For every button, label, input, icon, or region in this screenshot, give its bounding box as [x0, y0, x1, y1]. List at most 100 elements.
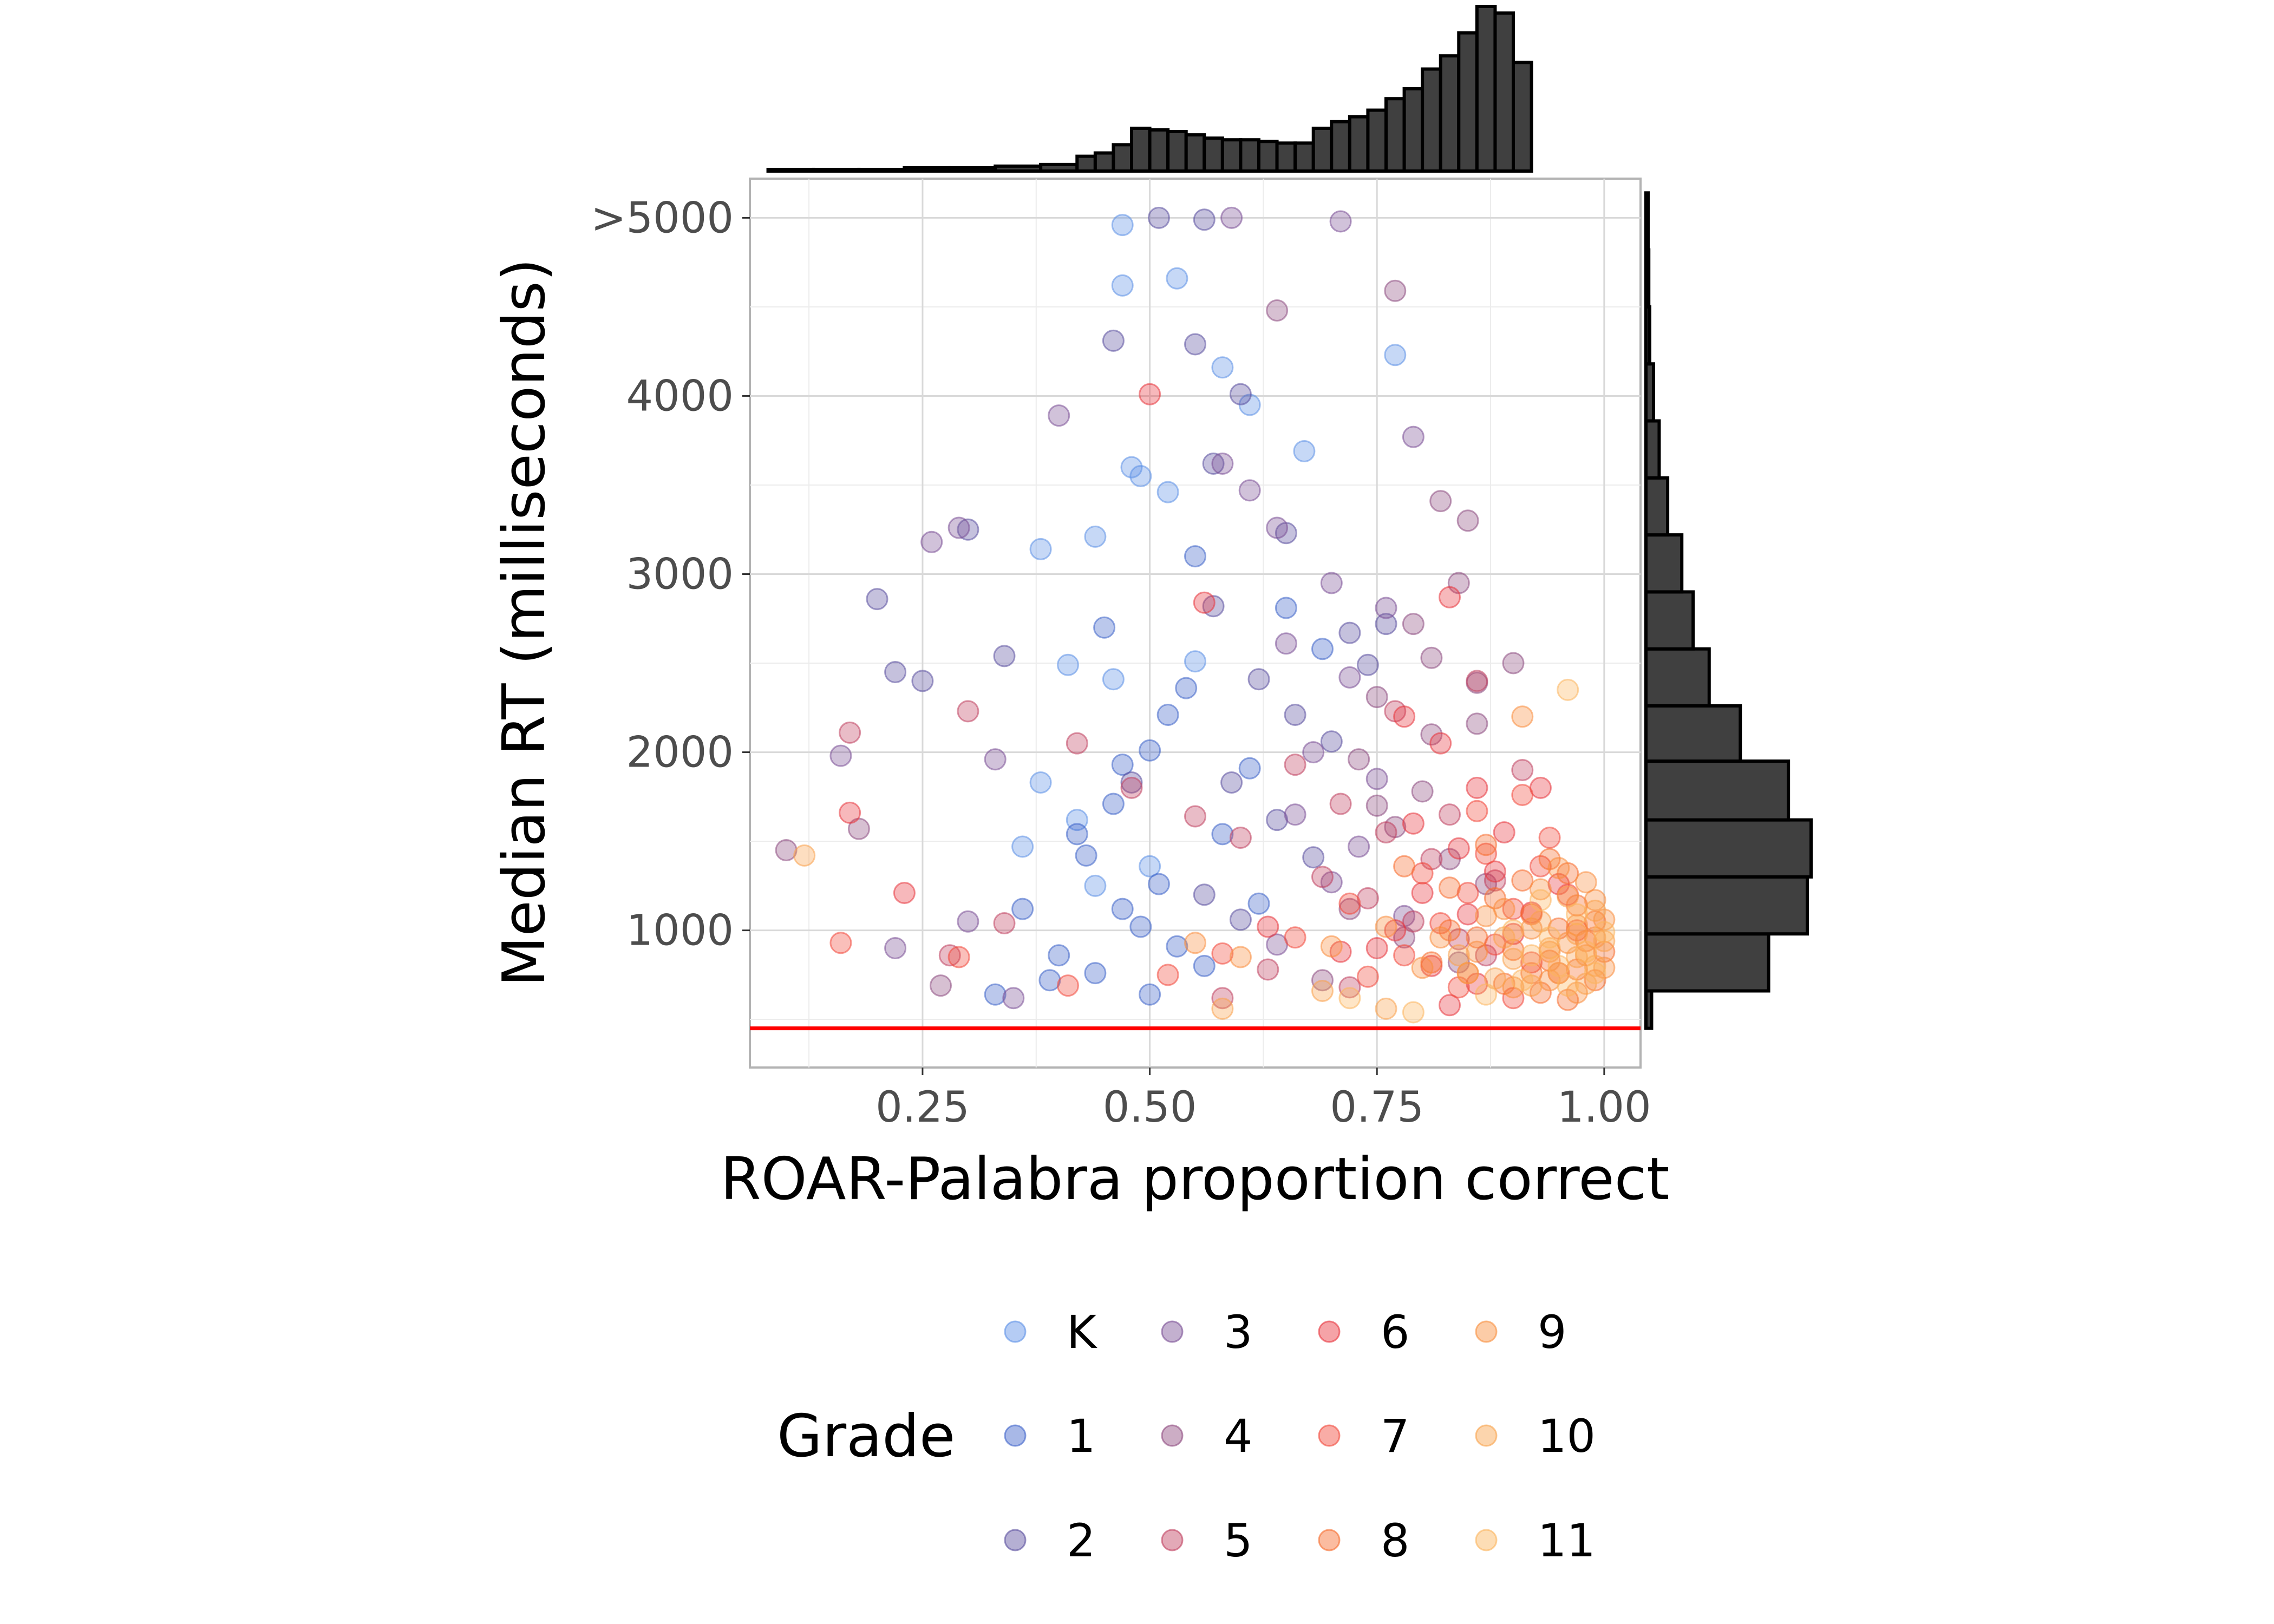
data-point [1156, 964, 1179, 986]
data-point [1156, 704, 1179, 726]
series-grade-11 [1338, 678, 1616, 1024]
right-histogram-bar [1644, 305, 1651, 366]
data-point [1365, 937, 1388, 959]
legend-item-2: 2 [1004, 1514, 1095, 1567]
data-point [1593, 921, 1616, 944]
legend-label: K [1067, 1306, 1097, 1359]
data-point [1484, 869, 1506, 892]
data-point [1257, 958, 1279, 981]
data-point [1429, 490, 1452, 513]
data-point [1411, 957, 1434, 979]
data-point [1574, 871, 1597, 894]
data-point [1193, 954, 1216, 977]
series-grade-6 [839, 383, 1570, 1017]
data-point [1139, 739, 1161, 762]
top-histogram-bar [1384, 97, 1406, 173]
right-histogram-bar [1644, 875, 1809, 936]
data-point [893, 882, 916, 904]
data-point [1320, 572, 1343, 594]
data-point [839, 801, 861, 824]
top-histogram-bar [1039, 162, 1079, 173]
data-point [839, 721, 861, 744]
data-point [1302, 846, 1325, 869]
data-point [957, 700, 979, 723]
top-histogram-bar [1275, 141, 1297, 173]
data-point [1456, 509, 1479, 532]
x-tick-label: 0.50 [1103, 1083, 1197, 1132]
data-point [1266, 516, 1289, 539]
data-point [920, 531, 943, 553]
right-histogram-bar [1644, 590, 1695, 651]
data-point [1166, 935, 1188, 958]
data-point [1365, 768, 1388, 790]
top-histogram-bar [1130, 126, 1152, 173]
data-point [1375, 915, 1397, 938]
data-point [1184, 805, 1206, 828]
top-histogram-bar [1421, 67, 1442, 173]
data-point [1139, 855, 1161, 878]
data-point [1302, 741, 1325, 764]
data-point [1111, 898, 1134, 920]
data-point [1266, 299, 1289, 322]
data-point [1456, 962, 1479, 985]
top-histogram-bar [1148, 128, 1170, 173]
data-point [1375, 597, 1397, 619]
data-point [884, 937, 907, 959]
data-point [957, 910, 979, 933]
data-point [1002, 987, 1025, 1010]
top-histogram-bar [1293, 141, 1315, 173]
data-point [1329, 793, 1352, 815]
legend-item-3: 3 [1161, 1306, 1252, 1359]
data-point [1547, 857, 1570, 879]
legend-item-K: K [1004, 1306, 1097, 1359]
data-point [1584, 962, 1606, 985]
top-histogram-bar [1166, 130, 1188, 173]
data-point [1475, 842, 1498, 865]
top-histogram-bar [903, 166, 952, 173]
data-point [866, 588, 888, 611]
data-point [1211, 942, 1234, 965]
data-point [1211, 997, 1234, 1020]
data-point [1338, 666, 1361, 689]
data-point [1320, 935, 1343, 958]
data-point [1084, 874, 1107, 897]
data-point [1538, 926, 1561, 949]
data-point [1402, 910, 1424, 933]
series-grade-7 [829, 784, 1588, 1010]
scatter-points [775, 206, 1616, 1024]
data-point [884, 661, 907, 683]
data-point [1429, 926, 1452, 949]
data-point [1284, 704, 1306, 726]
data-point [1147, 206, 1170, 229]
data-point [1220, 206, 1243, 229]
data-point [1139, 383, 1161, 405]
data-point [1156, 481, 1179, 503]
legend-item-4: 4 [1161, 1410, 1252, 1463]
y-tick-label: 2000 [626, 729, 734, 777]
data-point [1066, 823, 1088, 846]
right-histogram-bar [1644, 362, 1655, 423]
data-point [1102, 668, 1125, 691]
data-point [1511, 759, 1534, 781]
top-histogram-bar [1203, 136, 1224, 173]
grid-lines [750, 179, 1641, 1068]
data-point [1238, 479, 1261, 502]
legend-label: 8 [1381, 1514, 1409, 1567]
top-histogram-bar [1330, 120, 1351, 173]
series-grade-1 [984, 545, 1334, 1006]
right-histogram-bar [1644, 818, 1813, 879]
data-point [1338, 898, 1361, 920]
data-point [1193, 208, 1216, 231]
data-point [1375, 613, 1397, 636]
data-point [1384, 279, 1407, 302]
legend: Grade K 1 2 3 4 5 6 7 8 9 10 11 [777, 1306, 1596, 1567]
top-histogram-bar [1439, 54, 1461, 173]
data-point [1547, 954, 1570, 977]
data-point [1048, 404, 1070, 427]
legend-label: 7 [1381, 1410, 1409, 1463]
right-histogram-bar [1644, 759, 1791, 822]
y-tick-label: >5000 [591, 194, 734, 243]
data-point [1439, 803, 1461, 826]
data-point [793, 844, 816, 867]
data-point [1111, 754, 1134, 776]
